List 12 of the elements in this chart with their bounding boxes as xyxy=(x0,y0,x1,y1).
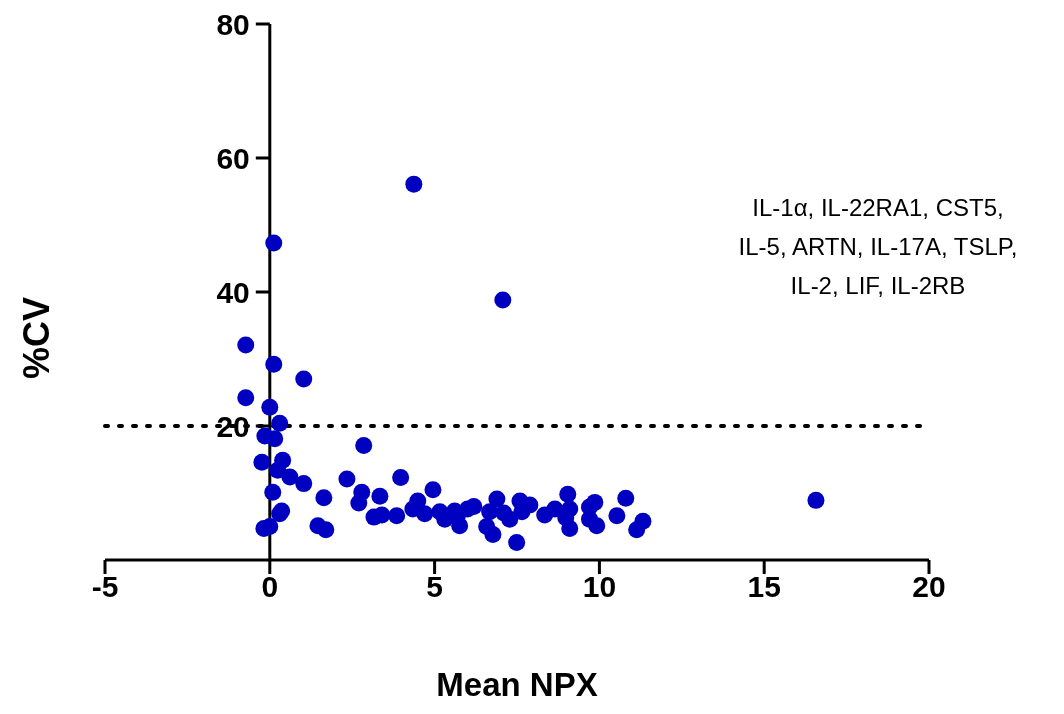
x-axis-title: Mean NPX xyxy=(436,666,598,703)
y-tick-label: 60 xyxy=(216,141,250,175)
y-tick-label: 40 xyxy=(216,275,250,309)
x-tick-label: 20 xyxy=(912,570,946,604)
text: IL-1α, IL-22RA1, CST5, IL-5, ARTN, IL-17A, TSLP, IL-2, LIF, IL-2RB xyxy=(738,194,1018,299)
x-tick-label: 10 xyxy=(582,570,617,604)
x-tick-label: -5 xyxy=(91,570,119,604)
y-axis-title: %CV xyxy=(16,296,58,380)
x-tick-label: 0 xyxy=(261,570,279,604)
y-tick-label: 80 xyxy=(216,7,250,41)
x-tick-label: 15 xyxy=(747,570,781,604)
x-tick-label: 5 xyxy=(426,570,443,604)
